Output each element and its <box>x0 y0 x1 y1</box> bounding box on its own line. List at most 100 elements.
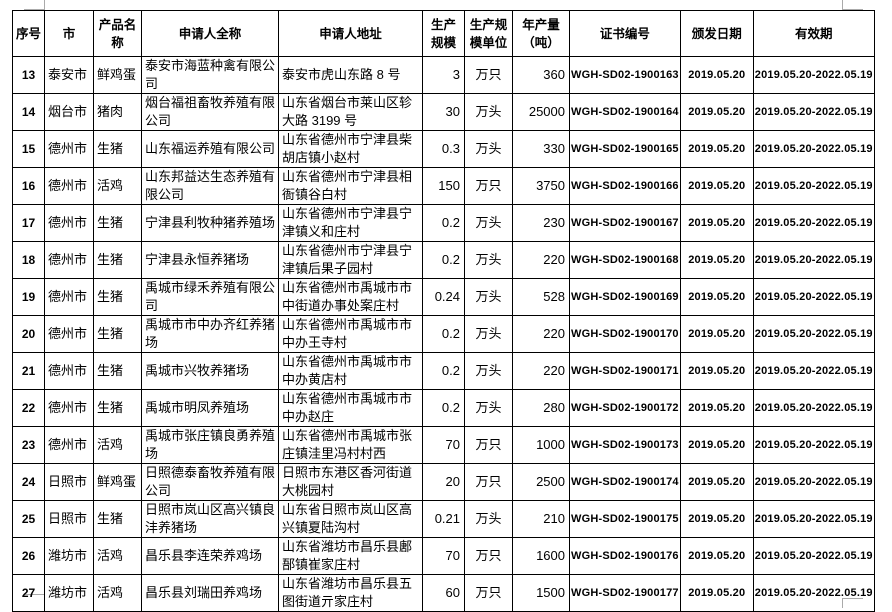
cell-annual-output: 280 <box>512 389 570 427</box>
cell-index: 21 <box>12 352 45 390</box>
cell-scale: 0.2 <box>422 315 465 353</box>
cell-certificate-no: WGH-SD02-1900163 <box>569 56 681 94</box>
cell-scale: 3 <box>422 56 465 94</box>
cell-applicant: 昌乐县刘瑞田养鸡场 <box>141 574 279 612</box>
cell-scale: 0.2 <box>422 352 465 390</box>
cell-annual-output: 1600 <box>512 537 570 575</box>
table-row: 17 德州市 生猪 宁津县利牧种猪养殖场 山东省德州市宁津县宁津镇义和庄村 0.2 万头 23… <box>12 204 875 242</box>
table-row: 22 德州市 生猪 禹城市明凤养殖场 山东省德州市禹城市市中办赵庄 0.2 万头 280 WGH… <box>12 389 875 427</box>
cell-city: 德州市 <box>44 241 94 279</box>
table-row: 25 日照市 生猪 日照市岚山区高兴镇良沣养猪场 山东省日照市岚山区高兴镇夏陆沟村 0.2… <box>12 500 875 538</box>
cell-validity: 2019.05.20-2022.05.19 <box>752 426 875 464</box>
cell-scale: 0.3 <box>422 130 465 168</box>
cell-issue-date: 2019.05.20 <box>679 56 754 94</box>
cell-scale: 20 <box>422 463 465 501</box>
table-row: 15 德州市 生猪 山东福运养殖有限公司 山东省德州市宁津县柴胡店镇小赵村 0.3 万头 33… <box>12 130 875 168</box>
cell-index: 13 <box>12 56 45 94</box>
cell-annual-output: 2500 <box>512 463 570 501</box>
cell-scale: 0.21 <box>422 500 465 538</box>
cell-certificate-no: WGH-SD02-1900164 <box>569 93 681 131</box>
cell-product: 活鸡 <box>93 426 142 464</box>
cell-certificate-no: WGH-SD02-1900174 <box>569 463 681 501</box>
cell-certificate-no: WGH-SD02-1900166 <box>569 167 681 205</box>
cell-annual-output: 230 <box>512 204 570 242</box>
cell-scale-unit: 万头 <box>464 204 513 242</box>
cell-product: 活鸡 <box>93 574 142 612</box>
cell-scale: 0.2 <box>422 204 465 242</box>
table-row: 21 德州市 生猪 禹城市兴牧养猪场 山东省德州市禹城市市中办黄店村 0.2 万头 220 WG… <box>12 352 875 390</box>
cell-applicant: 禹城市绿禾养殖有限公司 <box>141 278 279 316</box>
cell-address: 山东省德州市禹城市市中办赵庄 <box>278 389 423 427</box>
cell-validity: 2019.05.20-2022.05.19 <box>752 204 875 242</box>
cell-index: 19 <box>12 278 45 316</box>
cell-index: 14 <box>12 93 45 131</box>
cell-city: 德州市 <box>44 167 94 205</box>
cell-address: 泰安市虎山东路 8 号 <box>278 56 423 94</box>
cell-scale-unit: 万头 <box>464 278 513 316</box>
table-header-row: 序号 市 产品名称 申请人全称 申请人地址 生产规模 生产规模单位 年产量（吨）… <box>12 10 875 57</box>
cell-applicant: 泰安市海蓝种禽有限公司 <box>141 56 279 94</box>
cell-index: 17 <box>12 204 45 242</box>
header-issue-date: 颁发日期 <box>679 10 754 57</box>
page-corner-mark <box>842 0 863 10</box>
cell-address: 山东省烟台市莱山区轸大路 3199 号 <box>278 93 423 131</box>
cell-index: 20 <box>12 315 45 353</box>
header-index: 序号 <box>12 10 45 57</box>
cell-address: 山东省日照市岚山区高兴镇夏陆沟村 <box>278 500 423 538</box>
cell-annual-output: 220 <box>512 315 570 353</box>
cell-applicant: 禹城市张庄镇良勇养殖场 <box>141 426 279 464</box>
cell-annual-output: 1500 <box>512 574 570 612</box>
cell-scale-unit: 万头 <box>464 241 513 279</box>
cell-issue-date: 2019.05.20 <box>679 463 754 501</box>
cell-city: 德州市 <box>44 130 94 168</box>
cell-product: 生猪 <box>93 204 142 242</box>
cell-annual-output: 220 <box>512 352 570 390</box>
cell-scale: 0.24 <box>422 278 465 316</box>
cell-issue-date: 2019.05.20 <box>679 204 754 242</box>
cell-issue-date: 2019.05.20 <box>679 537 754 575</box>
table-row: 24 日照市 鲜鸡蛋 日照德泰畜牧养殖有限公司 日照市东港区香河街道大桃园村 20 万只 25… <box>12 463 875 501</box>
cell-annual-output: 210 <box>512 500 570 538</box>
cell-address: 山东省德州市宁津县宁津镇后果子园村 <box>278 241 423 279</box>
cell-validity: 2019.05.20-2022.05.19 <box>752 315 875 353</box>
cell-index: 26 <box>12 537 45 575</box>
cell-city: 烟台市 <box>44 93 94 131</box>
cell-certificate-no: WGH-SD02-1900168 <box>569 241 681 279</box>
cell-scale-unit: 万头 <box>464 315 513 353</box>
cell-scale: 70 <box>422 426 465 464</box>
cell-issue-date: 2019.05.20 <box>679 574 754 612</box>
cell-issue-date: 2019.05.20 <box>679 426 754 464</box>
cell-scale-unit: 万只 <box>464 167 513 205</box>
cell-certificate-no: WGH-SD02-1900169 <box>569 278 681 316</box>
cell-certificate-no: WGH-SD02-1900176 <box>569 537 681 575</box>
cell-scale-unit: 万头 <box>464 93 513 131</box>
cell-certificate-no: WGH-SD02-1900167 <box>569 204 681 242</box>
cell-scale: 0.2 <box>422 389 465 427</box>
cell-issue-date: 2019.05.20 <box>679 93 754 131</box>
cell-validity: 2019.05.20-2022.05.19 <box>752 389 875 427</box>
cell-validity: 2019.05.20-2022.05.19 <box>752 93 875 131</box>
cell-product: 生猪 <box>93 130 142 168</box>
cell-product: 生猪 <box>93 241 142 279</box>
cell-address: 日照市东港区香河街道大桃园村 <box>278 463 423 501</box>
header-applicant: 申请人全称 <box>141 10 279 57</box>
cell-validity: 2019.05.20-2022.05.19 <box>752 463 875 501</box>
cell-annual-output: 25000 <box>512 93 570 131</box>
cell-city: 德州市 <box>44 389 94 427</box>
cell-validity: 2019.05.20-2022.05.19 <box>752 574 875 612</box>
cell-index: 15 <box>12 130 45 168</box>
cell-scale-unit: 万只 <box>464 537 513 575</box>
cell-certificate-no: WGH-SD02-1900177 <box>569 574 681 612</box>
cell-address: 山东省德州市禹城市市中街道办事处案庄村 <box>278 278 423 316</box>
cell-certificate-no: WGH-SD02-1900165 <box>569 130 681 168</box>
cell-applicant: 禹城市明凤养殖场 <box>141 389 279 427</box>
cell-annual-output: 360 <box>512 56 570 94</box>
cell-annual-output: 220 <box>512 241 570 279</box>
cell-product: 生猪 <box>93 278 142 316</box>
cell-product: 猪肉 <box>93 93 142 131</box>
cell-index: 23 <box>12 426 45 464</box>
cell-index: 18 <box>12 241 45 279</box>
cell-issue-date: 2019.05.20 <box>679 500 754 538</box>
cell-applicant: 烟台福祖畜牧养殖有限公司 <box>141 93 279 131</box>
cell-annual-output: 528 <box>512 278 570 316</box>
